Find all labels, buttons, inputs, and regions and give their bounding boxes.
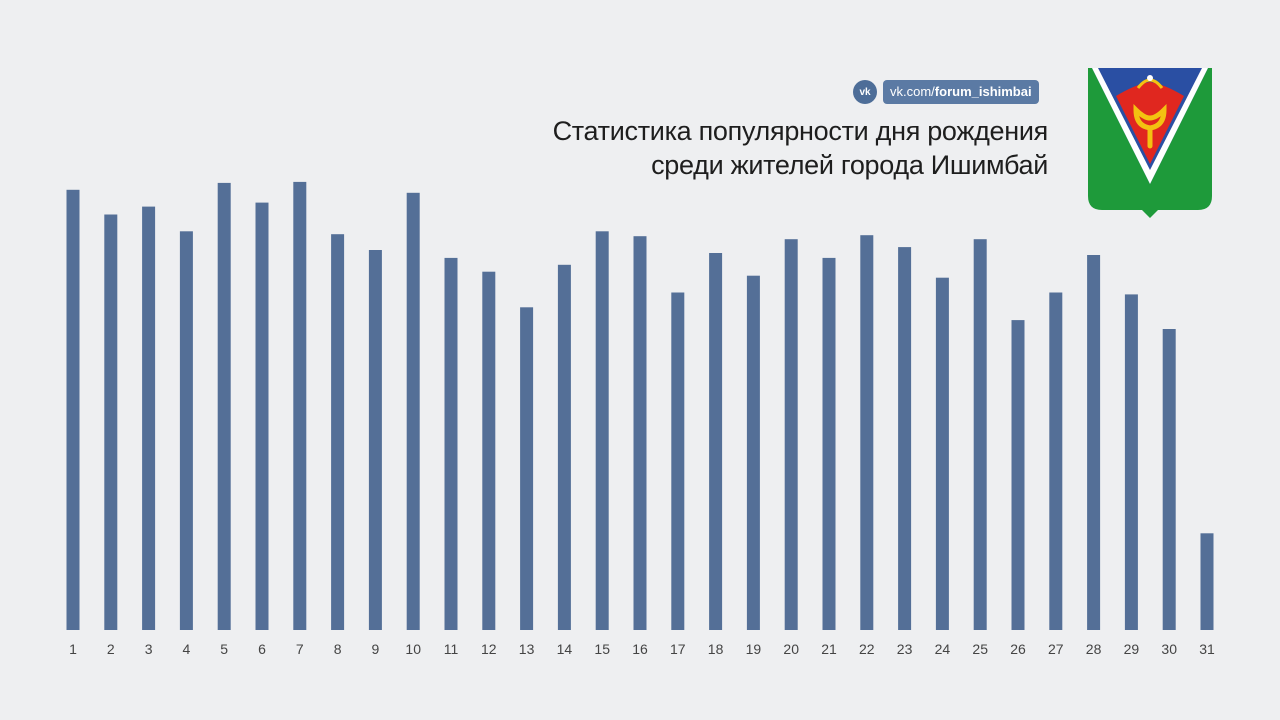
x-tick-label: 1 <box>69 641 77 657</box>
x-tick-label: 22 <box>859 641 875 657</box>
bar-day-9 <box>368 250 382 630</box>
x-tick-label: 16 <box>632 641 648 657</box>
bar-day-14 <box>557 264 571 630</box>
city-coat-of-arms-icon <box>1088 68 1212 218</box>
bar-day-3 <box>142 206 156 630</box>
bar-day-10 <box>406 192 420 631</box>
x-tick-label: 3 <box>145 641 153 657</box>
bar-day-25 <box>973 239 987 630</box>
bar-day-6 <box>255 202 269 630</box>
x-tick-label: 9 <box>372 641 380 657</box>
bar-day-28 <box>1087 255 1101 630</box>
x-tick-label: 27 <box>1048 641 1064 657</box>
bar-day-7 <box>293 181 307 630</box>
x-tick-label: 14 <box>557 641 573 657</box>
bar-day-23 <box>898 247 912 630</box>
vk-link[interactable]: vk.com/forum_ishimbai <box>883 80 1039 104</box>
x-tick-label: 12 <box>481 641 497 657</box>
bar-day-11 <box>444 257 458 630</box>
x-tick-label: 17 <box>670 641 686 657</box>
x-tick-label: 19 <box>746 641 762 657</box>
emblem-crown-dot <box>1147 75 1153 81</box>
bar-day-17 <box>671 292 685 630</box>
bar-day-16 <box>633 236 647 630</box>
chart-title-line-2: среди жителей города Ишимбай <box>651 150 1048 180</box>
bar-day-29 <box>1124 294 1138 630</box>
x-tick-label: 31 <box>1199 641 1215 657</box>
x-tick-label: 11 <box>444 641 459 657</box>
x-tick-label: 4 <box>183 641 191 657</box>
x-tick-label: 28 <box>1086 641 1102 657</box>
bar-day-8 <box>331 234 345 630</box>
emblem-gold-tulip <box>1133 103 1167 149</box>
bar-day-27 <box>1049 292 1063 630</box>
chart-title: Статистика популярности дня рождения сре… <box>552 114 1049 182</box>
x-tick-label: 20 <box>783 641 799 657</box>
emblem-red-field <box>1116 82 1184 164</box>
bar-day-31 <box>1200 533 1214 630</box>
bar-day-15 <box>595 231 609 631</box>
vk-badge[interactable]: vk vk.com/forum_ishimbai <box>853 80 1039 104</box>
x-tick-label: 13 <box>519 641 535 657</box>
x-tick-label: 26 <box>1010 641 1026 657</box>
bar-day-1 <box>66 189 80 631</box>
x-tick-label: 24 <box>935 641 951 657</box>
x-tick-label: 21 <box>821 641 837 657</box>
x-tick-label: 29 <box>1124 641 1140 657</box>
bar-day-12 <box>482 271 496 630</box>
bar-day-5 <box>217 182 231 630</box>
x-tick-label: 10 <box>405 641 421 657</box>
bar-day-4 <box>179 231 193 631</box>
bar-day-18 <box>709 253 723 630</box>
bar-day-30 <box>1162 329 1176 630</box>
bar-day-20 <box>784 239 798 630</box>
x-tick-label: 7 <box>296 641 304 657</box>
chart-title-line-1: Статистика популярности дня рождения <box>552 116 1049 146</box>
x-tick-label: 25 <box>972 641 988 657</box>
bar-day-24 <box>935 277 949 630</box>
x-tick-label: 23 <box>897 641 913 657</box>
bar-day-19 <box>746 275 760 630</box>
vk-link-prefix: vk.com/ <box>890 84 935 99</box>
emblem-white-chevron <box>1092 68 1208 184</box>
x-tick-label: 8 <box>334 641 342 657</box>
bar-day-26 <box>1011 320 1025 630</box>
bar-day-22 <box>860 235 874 630</box>
x-tick-label: 5 <box>220 641 228 657</box>
x-tick-label: 6 <box>258 641 266 657</box>
x-tick-label: 2 <box>107 641 115 657</box>
vk-link-handle: forum_ishimbai <box>934 84 1032 99</box>
bar-day-13 <box>520 307 534 630</box>
x-tick-label: 15 <box>594 641 610 657</box>
x-tick-label: 30 <box>1161 641 1177 657</box>
vk-logo-icon: vk <box>853 80 877 104</box>
bar-day-21 <box>822 257 836 630</box>
x-tick-label: 18 <box>708 641 724 657</box>
bar-day-2 <box>104 214 118 630</box>
